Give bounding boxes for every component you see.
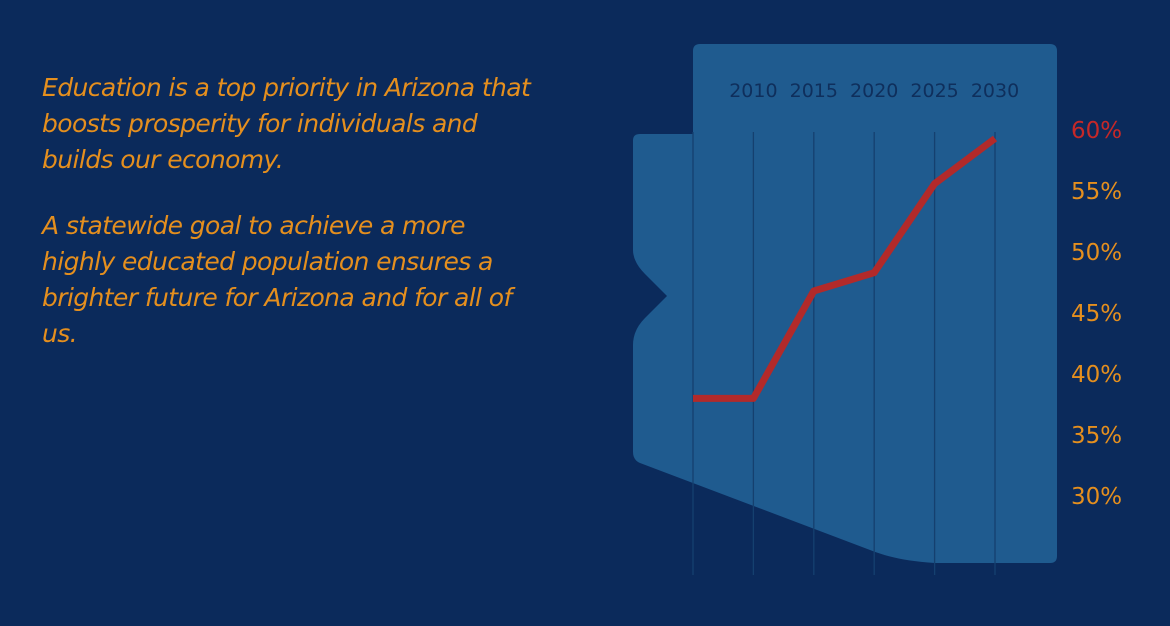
y-tick-label: 40% — [1071, 362, 1122, 388]
x-tick-label: 2025 — [910, 80, 958, 102]
x-tick-label: 2020 — [850, 80, 898, 102]
y-tick-label: 55% — [1071, 179, 1122, 205]
x-axis-ticks: 2010 2015 2020 2025 2030 — [729, 80, 1019, 102]
y-axis-ticks: 60% 55% 50% 45% 40% 35% 30% — [1071, 118, 1122, 510]
x-tick-label: 2030 — [971, 80, 1019, 102]
y-tick-label: 45% — [1071, 301, 1122, 327]
grid-lines — [692, 132, 996, 575]
attainment-series-line — [693, 135, 998, 402]
x-tick-label: 2010 — [729, 80, 777, 102]
y-tick-label: 30% — [1071, 484, 1122, 510]
arizona-state-shape — [633, 44, 1057, 563]
y-tick-label: 50% — [1071, 240, 1122, 266]
y-tick-label: 60% — [1071, 118, 1122, 144]
intro-text: Education is a top priority in Arizona t… — [42, 70, 542, 382]
intro-paragraph-1: Education is a top priority in Arizona t… — [42, 73, 531, 174]
x-tick-label: 2015 — [790, 80, 838, 102]
y-tick-label: 35% — [1071, 423, 1122, 449]
intro-paragraph-2: A statewide goal to achieve a more highl… — [42, 211, 512, 348]
